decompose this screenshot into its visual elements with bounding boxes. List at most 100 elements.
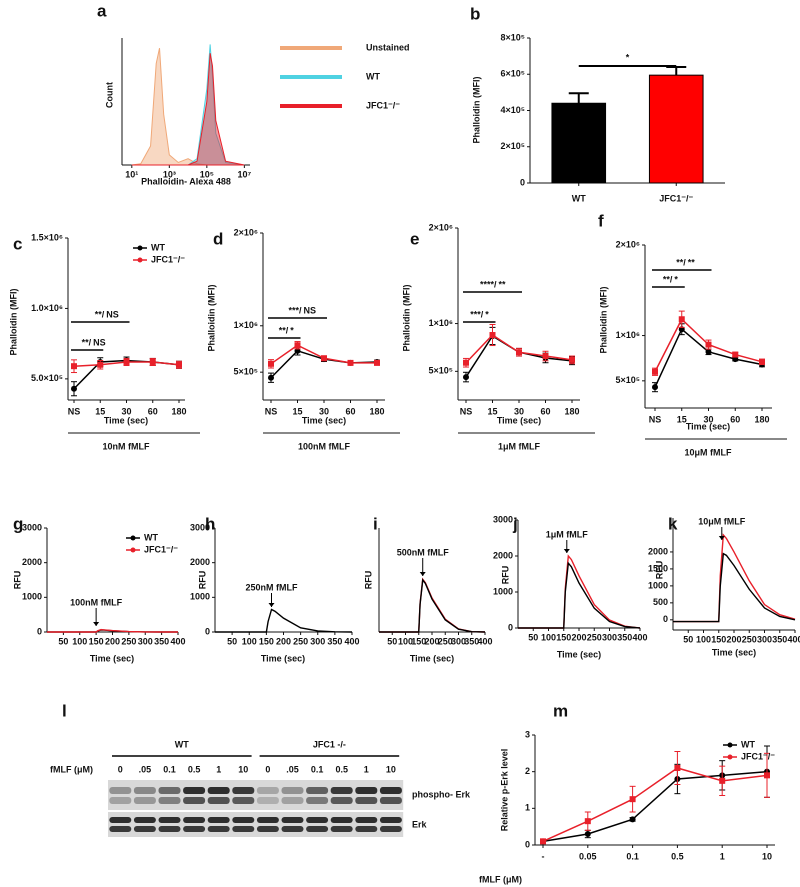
y-tick-label: 1 [525, 803, 530, 813]
data-point [97, 361, 104, 368]
band [158, 817, 181, 823]
band [109, 787, 132, 794]
group-label: JFC1 -/- [313, 739, 346, 749]
band [281, 817, 304, 823]
y-tick-label: 1.0×10⁶ [31, 303, 63, 313]
y-tick-label: 2×10⁶ [616, 239, 640, 249]
data-point [463, 374, 469, 381]
panel-letter: l [62, 701, 67, 720]
x-axis-label: Time (sec) [261, 653, 305, 663]
x-tick-label: 100 [242, 636, 257, 646]
bracket-label-wt: **/ [663, 274, 673, 284]
band [109, 826, 132, 832]
band [306, 826, 329, 832]
y-axis-label: Relative p-Erk level [499, 749, 509, 832]
legend-label: JFC1⁻/⁻ [741, 751, 775, 761]
y-axis-label: RFU [500, 566, 510, 585]
lane-label: .05 [139, 764, 152, 774]
x-axis-label: Time (sec) [686, 421, 730, 431]
band [355, 797, 378, 804]
band [306, 787, 329, 794]
x-tick-label: 200 [424, 636, 439, 646]
dose-label: fMLF (μM) [50, 764, 93, 774]
arrow-head [93, 622, 100, 626]
x-tick-label: NS [68, 406, 81, 416]
band [158, 826, 181, 832]
band [256, 797, 279, 804]
band [133, 817, 156, 823]
y-tick-label: 5.0×10⁵ [31, 373, 63, 383]
y-tick-label: 0 [520, 177, 525, 187]
legend-label: JFC1⁻/⁻ [144, 544, 178, 554]
lane-label: 0 [118, 764, 123, 774]
x-tick-label: 250 [121, 636, 136, 646]
band [158, 797, 181, 804]
bracket-label-wt: ****/ [480, 279, 497, 289]
y-tick-label: 500 [653, 597, 668, 607]
x-tick-label: 100 [541, 632, 556, 642]
y-tick-label: 0 [508, 622, 513, 632]
row-label: Erk [412, 819, 428, 829]
data-point [347, 359, 354, 366]
x-tick-label: 250 [742, 634, 757, 644]
data-point [294, 342, 301, 349]
legend-label: WT [366, 71, 380, 81]
x-tick-label: 350 [617, 632, 632, 642]
data-point [652, 368, 658, 375]
data-point [584, 831, 591, 837]
band [232, 797, 255, 804]
x-tick-label: 60 [148, 406, 158, 416]
legend-marker [130, 547, 136, 553]
y-tick-label: 4×10⁵ [501, 105, 526, 115]
x-tick-label: 60 [730, 414, 740, 424]
x-tick-label: 180 [171, 406, 186, 416]
lane-label: 1 [364, 764, 369, 774]
y-tick-label: 2000 [22, 557, 42, 567]
data-point [652, 384, 658, 391]
y-tick-label: 2000 [190, 557, 210, 567]
y-tick-label: 0 [663, 614, 668, 624]
bracket-label-wt: **/ [82, 337, 92, 347]
band [330, 787, 353, 794]
band [281, 826, 304, 832]
band [306, 817, 329, 823]
band [281, 787, 304, 794]
y-tick-label: 1×10⁶ [429, 318, 453, 328]
x-tick-label: 400 [632, 632, 647, 642]
series-line [673, 533, 796, 623]
x-tick-label: 250 [293, 636, 308, 646]
band [379, 826, 402, 832]
band [379, 817, 402, 823]
legend-marker [137, 257, 143, 263]
legend-marker [130, 535, 136, 541]
x-tick-label: 60 [345, 406, 355, 416]
x-tick-label: 0.1 [626, 851, 639, 861]
band [109, 817, 132, 823]
y-tick-label: 2×10⁵ [501, 141, 526, 151]
treatment-label: 10μM fMLF [684, 447, 732, 457]
series-line [542, 770, 768, 843]
data-point [268, 374, 274, 381]
x-tick-label: 400 [344, 636, 359, 646]
x-tick-label: 250 [438, 636, 453, 646]
lane-label: .05 [286, 764, 299, 774]
panel-letter: e [410, 229, 419, 248]
band [207, 817, 230, 823]
y-axis-label: Phalloidin (MFI) [471, 77, 481, 144]
band [330, 797, 353, 804]
band [183, 826, 206, 832]
x-tick-label: 60 [540, 406, 550, 416]
band [183, 817, 206, 823]
data-point [629, 816, 636, 823]
y-tick-label: 2 [525, 766, 530, 776]
legend-label: JFC1⁻/⁻ [366, 100, 400, 110]
band [355, 787, 378, 794]
band [330, 826, 353, 832]
x-axis-label: Time (sec) [712, 647, 756, 657]
y-tick-label: 1000 [648, 580, 668, 590]
panel-letter: a [97, 1, 107, 20]
x-tick-label: 150 [711, 634, 726, 644]
x-tick-label: NS [265, 406, 278, 416]
x-tick-label: NS [649, 414, 662, 424]
